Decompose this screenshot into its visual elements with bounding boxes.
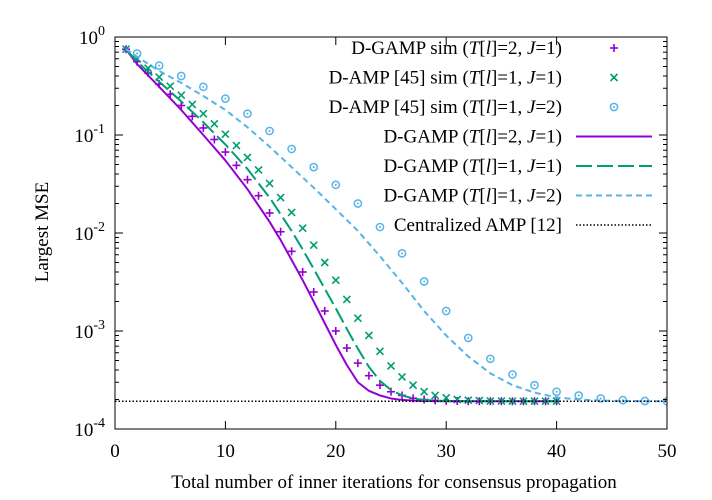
data-point [232,141,241,150]
x-tick-label: 20 [326,441,345,462]
data-point [210,119,219,128]
data-point [198,82,208,92]
data-point [397,372,407,381]
data-point [243,175,252,184]
data-point [375,222,385,232]
data-point [431,391,440,400]
x-tick-label: 40 [547,441,566,462]
data-point [375,347,385,356]
x-tick-label: 0 [110,441,120,462]
data-point [265,208,274,217]
data-point [221,148,230,157]
data-point [287,144,296,154]
legend: D-GAMP sim (T[l]=2, J=1) D-AMP [45] sim (… [329,38,652,236]
legend-label-3: D-GAMP (T[l]=2, J=1) [383,127,562,148]
data-point [320,306,329,315]
data-point [441,306,451,316]
legend-marker-1 [609,73,619,82]
data-point [342,344,351,353]
data-point [287,208,296,217]
data-point [177,91,186,100]
legend-marker-2 [609,102,619,112]
x-axis-label: Total number of inner iterations for con… [171,472,617,493]
data-point [409,381,418,390]
data-point [353,359,362,368]
data-point [420,387,429,396]
y-tick-label: 100 [79,24,105,49]
data-point [364,371,373,380]
series-points-2 [132,49,667,406]
y-tick-label: 10-4 [74,416,105,441]
axes: 0 10 20 30 40 50 100 10-1 10-2 10-3 10-4 [74,24,676,462]
data-point [177,101,186,110]
legend-label-2: D-AMP [45] sim (T[l]=1, J=2) [329,97,562,118]
x-tick-label: 50 [658,441,677,462]
data-point [353,314,362,323]
data-point [298,267,307,276]
data-point [265,126,274,136]
data-point [309,288,318,297]
data-point [287,247,296,256]
data-point [574,391,584,400]
data-point [276,227,285,236]
data-point [188,100,197,109]
data-point [221,130,230,139]
y-tick-label: 10-2 [74,220,105,245]
data-point [353,199,363,208]
plot-content [115,45,667,406]
data-point [254,165,263,175]
data-point [386,361,396,371]
data-point [243,109,252,119]
legend-label-5: D-GAMP (T[l]=1, J=2) [383,186,562,207]
data-point [154,61,164,71]
y-tick-label: 10-3 [74,318,105,343]
data-point [320,258,329,267]
data-point [364,331,373,340]
data-point [331,276,340,285]
y-axis-label: Largest MSE [32,182,53,282]
data-point [552,387,561,397]
series-line-4 [125,48,557,403]
data-point [232,161,241,170]
data-point [331,327,340,335]
legend-label-6: Centralized AMP [12] [394,215,562,236]
legend-label-4: D-GAMP (T[l]=1, J=1) [383,156,562,177]
data-point [463,333,473,343]
data-point [176,71,186,81]
legend-marker-0 [610,44,618,52]
data-point [530,380,539,390]
data-point [243,153,252,162]
y-tick-label: 10-1 [74,122,105,147]
data-point [210,135,219,144]
data-point [309,162,319,172]
data-point [508,370,517,379]
data-point [276,193,285,202]
plot-frame [114,36,668,430]
data-point [375,381,384,390]
data-point [397,248,407,258]
data-point [309,241,318,250]
data-point [331,180,341,190]
data-point [298,224,307,233]
data-point [596,394,606,403]
data-point [419,277,429,286]
data-point [221,94,230,103]
data-point [199,123,208,132]
data-point [199,109,208,118]
data-point [486,354,495,364]
legend-label-0: D-GAMP sim (T[l]=2, J=1) [351,38,562,59]
x-tick-label: 30 [437,441,456,462]
legend-label-1: D-AMP [45] sim (T[l]=1, J=1) [329,68,562,89]
series-line-5 [125,48,667,403]
data-point [342,295,351,304]
data-point [254,191,263,200]
data-point [265,179,274,188]
x-tick-label: 10 [216,441,235,462]
data-point [188,112,197,121]
